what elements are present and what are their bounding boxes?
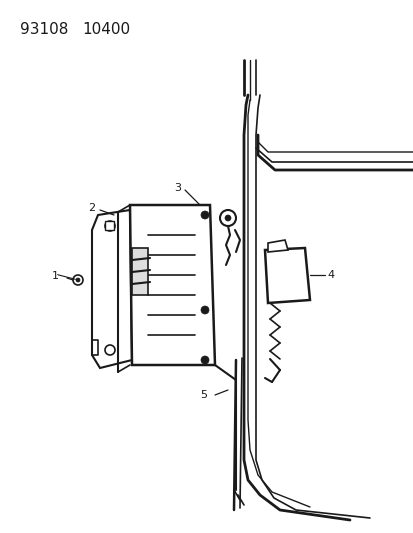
Circle shape (201, 211, 209, 219)
Circle shape (201, 306, 209, 314)
Circle shape (76, 278, 80, 282)
Text: 3: 3 (173, 183, 180, 193)
Circle shape (201, 356, 209, 364)
Text: 4: 4 (326, 270, 333, 280)
Polygon shape (267, 240, 287, 252)
Text: 5: 5 (199, 390, 206, 400)
Circle shape (105, 345, 115, 355)
Text: 10400: 10400 (82, 22, 130, 37)
Circle shape (73, 275, 83, 285)
Circle shape (219, 210, 235, 226)
Polygon shape (130, 205, 214, 365)
Polygon shape (264, 248, 309, 303)
Bar (105, 221, 114, 230)
Text: 2: 2 (88, 203, 95, 213)
Polygon shape (92, 210, 132, 368)
Circle shape (105, 221, 115, 231)
Text: 1: 1 (52, 271, 59, 281)
Polygon shape (132, 248, 147, 295)
Text: 93108: 93108 (20, 22, 68, 37)
Circle shape (224, 215, 230, 221)
